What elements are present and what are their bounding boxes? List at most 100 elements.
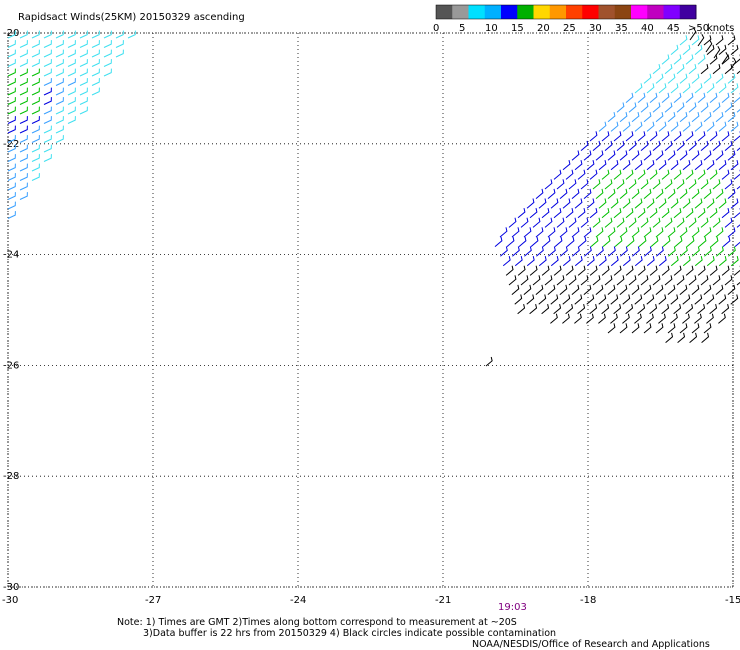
wind-barb (712, 64, 721, 75)
wind-barb (685, 208, 694, 219)
wind-barb (637, 304, 646, 315)
wind-barb (31, 154, 40, 162)
wind-barb (103, 49, 112, 58)
legend-swatch (436, 5, 453, 19)
wind-barb (31, 135, 40, 143)
wind-barb (730, 294, 739, 305)
wind-barb (616, 275, 625, 286)
map-grid (7, 32, 734, 588)
wind-barb (721, 52, 729, 65)
wind-barb (103, 30, 112, 39)
wind-barb (668, 246, 676, 257)
wind-barb (667, 227, 676, 238)
wind-barb (523, 227, 532, 238)
wind-barb (604, 217, 613, 228)
wind-barb (730, 256, 739, 267)
wind-barb (55, 68, 64, 77)
wind-barb (559, 227, 568, 238)
wind-barb (550, 313, 558, 324)
legend-swatch (452, 5, 469, 19)
wind-barb (554, 236, 563, 247)
wind-barb (697, 34, 705, 47)
wind-barb (520, 275, 529, 286)
wind-barb (667, 323, 676, 334)
wind-barb (634, 294, 643, 305)
wind-barb (706, 198, 715, 209)
wind-barb (634, 198, 643, 209)
wind-barb (673, 304, 682, 315)
x-tick-label: -27 (145, 595, 161, 606)
wind-barb (721, 131, 730, 142)
wind-barb (553, 169, 562, 180)
wind-barb (652, 275, 661, 286)
wind-barb (679, 73, 688, 84)
wind-barb (655, 323, 664, 334)
wind-barb (550, 256, 559, 267)
legend-swatch (614, 5, 632, 19)
wind-barb (640, 179, 649, 190)
wind-barb (592, 140, 601, 151)
wind-barb (574, 256, 583, 267)
wind-barb (664, 64, 673, 75)
wind-barb (646, 256, 655, 267)
wind-barb (670, 294, 679, 305)
wind-barb (649, 92, 658, 103)
wind-barb (628, 275, 637, 286)
wind-barb (706, 83, 715, 94)
wind-barb (55, 59, 64, 67)
wind-barb (706, 160, 715, 171)
wind-barb (718, 313, 726, 324)
wind-barb (43, 87, 52, 96)
legend-tick-label: 25 (563, 23, 576, 34)
wind-barb (55, 135, 64, 143)
wind-barb (583, 188, 592, 199)
wind-barb (7, 163, 16, 172)
wind-barb (571, 150, 580, 161)
wind-barb (703, 35, 712, 46)
legend-tick-label: 30 (589, 23, 602, 34)
wind-barb (574, 198, 583, 209)
wind-barb (620, 246, 628, 257)
wind-barb (727, 188, 736, 199)
wind-barb (694, 256, 703, 267)
wind-barb (667, 150, 676, 161)
wind-barb (31, 97, 40, 105)
wind-barb (667, 284, 676, 295)
wind-barb (613, 131, 622, 142)
wind-barb (698, 236, 707, 247)
wind-barb (643, 188, 652, 199)
wind-barb (727, 150, 736, 161)
wind-barb (722, 236, 731, 247)
wind-barb (19, 116, 28, 124)
wind-barb (665, 332, 674, 343)
wind-barb (638, 236, 647, 247)
wind-barb (7, 173, 16, 181)
wind-barb (589, 265, 598, 276)
wind-barb (7, 97, 16, 105)
legend-unit: knots (707, 23, 734, 34)
wind-barb (529, 265, 538, 276)
wind-barb (649, 265, 658, 276)
wind-barb (628, 217, 637, 228)
wind-barb (19, 40, 28, 48)
wind-barb (607, 112, 616, 123)
legend-tick-label: 20 (537, 23, 550, 34)
wind-barb (556, 179, 565, 190)
wind-barb (79, 40, 88, 48)
x-axis-labels: -30 -27 -24 -21 -18 -15 (2, 595, 740, 606)
wind-barb (688, 179, 697, 190)
map-title: Rapidsact Winds(25KM) 20150329 ascending (18, 12, 245, 23)
wind-barb (688, 140, 697, 151)
wind-barb (691, 284, 700, 295)
wind-barb (661, 265, 670, 276)
wind-barb (19, 125, 28, 134)
wind-barb (55, 97, 64, 105)
wind-barb (571, 188, 580, 199)
wind-barb (31, 68, 40, 77)
wind-barb (542, 236, 551, 247)
wind-barb (658, 198, 667, 209)
wind-barb (31, 49, 40, 58)
wind-barb (682, 294, 691, 305)
wind-barb (721, 265, 730, 276)
wind-barb (631, 150, 640, 161)
